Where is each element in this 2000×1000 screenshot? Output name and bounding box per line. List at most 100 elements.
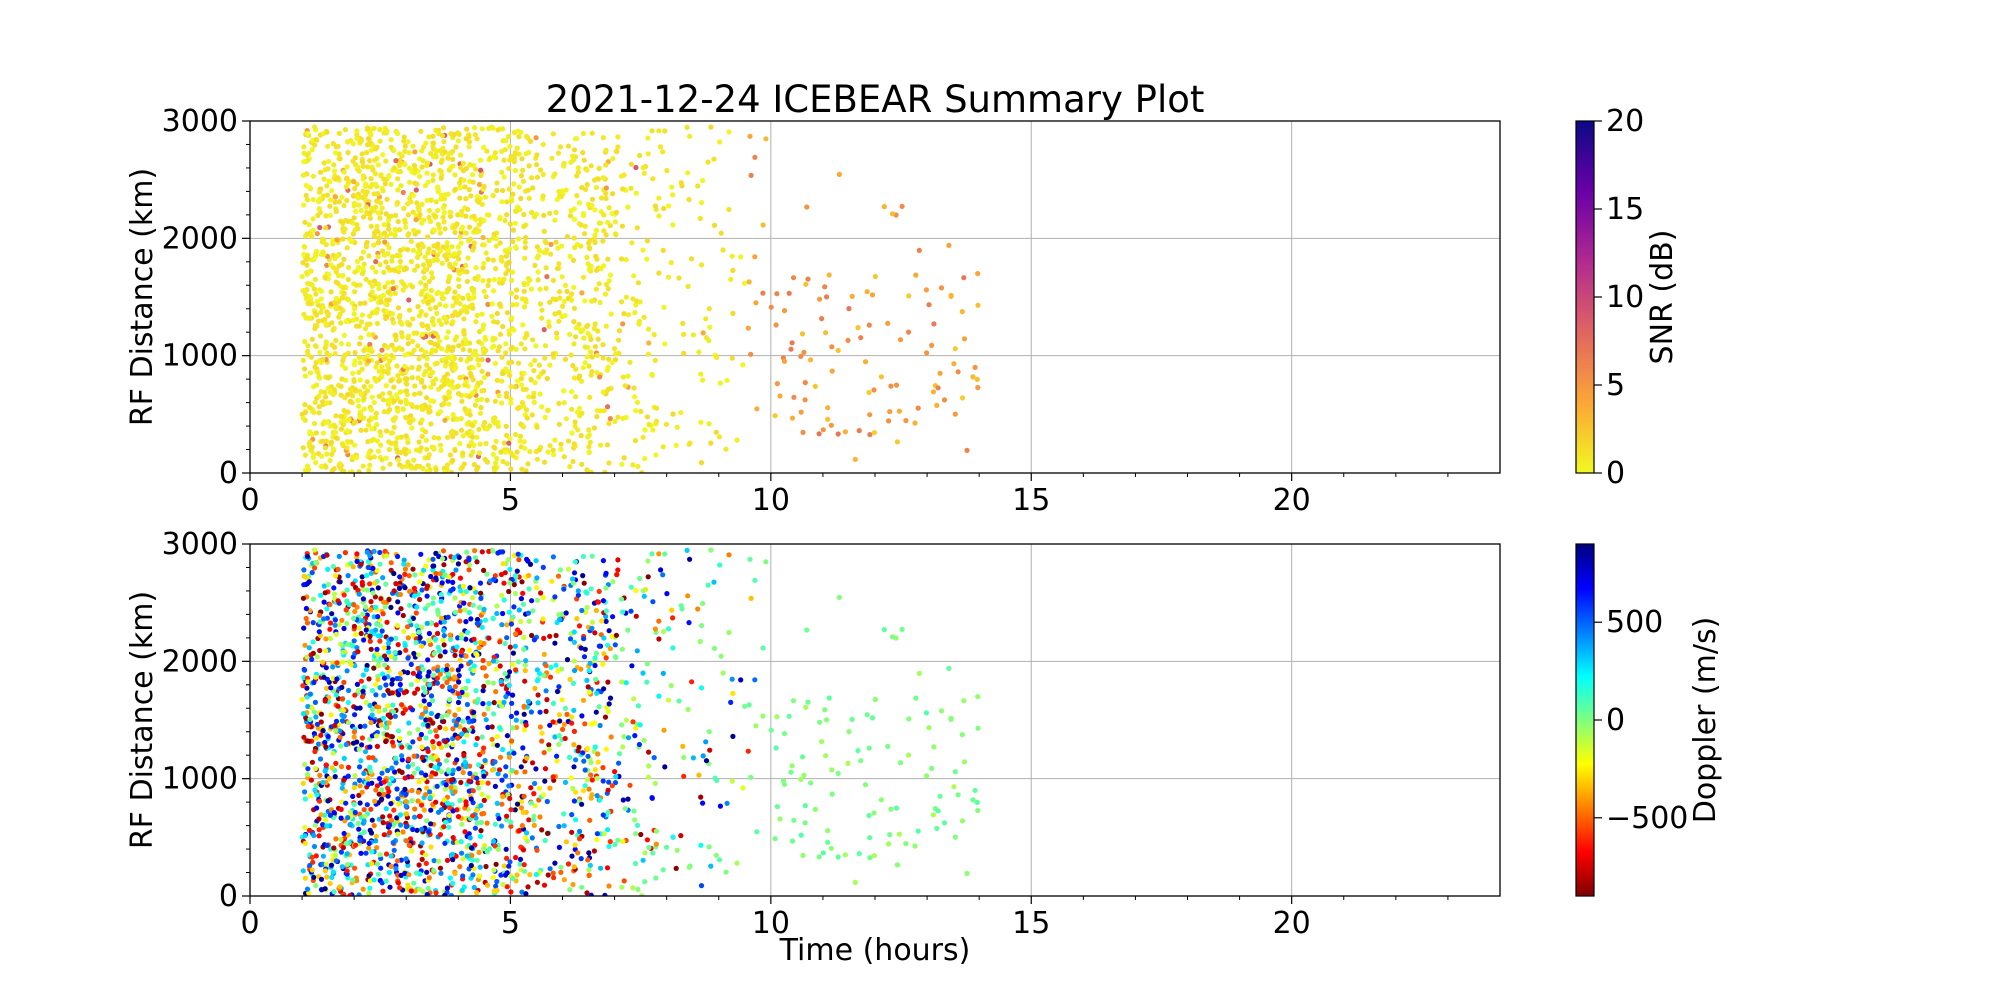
doppler-point (332, 617, 338, 623)
snr-point (408, 259, 414, 265)
doppler-point (467, 835, 473, 841)
snr-point (553, 239, 559, 245)
snr-point (343, 417, 349, 424)
snr-point (526, 394, 532, 400)
snr-point (620, 374, 626, 380)
snr-point (829, 368, 835, 374)
snr-point (371, 125, 377, 131)
doppler-point (467, 659, 474, 665)
doppler-point (423, 860, 429, 867)
snr-point (351, 311, 357, 317)
snr-point (436, 318, 442, 324)
snr-point (388, 137, 394, 143)
snr-point (387, 390, 393, 396)
doppler-point (592, 744, 598, 750)
snr-point (470, 179, 476, 185)
doppler-point (519, 889, 525, 895)
doppler-point (317, 756, 324, 762)
snr-point (431, 321, 437, 328)
snr-point (613, 351, 619, 357)
snr-point (584, 181, 590, 188)
doppler-point (593, 676, 599, 683)
doppler-point (934, 825, 940, 832)
snr-point (455, 312, 461, 318)
snr-point (325, 375, 331, 381)
doppler-point (805, 699, 811, 705)
snr-point (361, 395, 367, 401)
doppler-point (519, 823, 526, 829)
snr-point (311, 286, 318, 292)
snr-point (323, 438, 329, 444)
snr-point (306, 404, 313, 410)
snr-point (885, 320, 891, 326)
doppler-point (379, 880, 385, 886)
snr-point (678, 410, 684, 416)
snr-point (729, 355, 735, 361)
snr-point (592, 344, 599, 350)
snr-point (410, 247, 416, 253)
snr-point (341, 256, 347, 262)
snr-point (630, 296, 636, 302)
doppler-point (402, 775, 408, 781)
snr-point (521, 370, 527, 376)
snr-point (400, 406, 406, 412)
doppler-point (377, 685, 383, 691)
snr-point (597, 299, 603, 306)
snr-x-tick-label: 5 (501, 483, 520, 518)
snr-point (580, 327, 586, 333)
doppler-point (380, 611, 386, 617)
doppler-point (450, 579, 456, 586)
snr-point (490, 257, 496, 263)
doppler-point (374, 783, 380, 789)
snr-point (788, 346, 794, 352)
snr-point (456, 250, 462, 256)
doppler-point (302, 789, 308, 795)
snr-point (555, 245, 561, 251)
doppler-point (400, 612, 406, 619)
doppler-point (346, 687, 352, 694)
snr-point (790, 275, 797, 281)
snr-point (397, 258, 403, 265)
snr-point (359, 366, 365, 372)
doppler-point (345, 641, 351, 648)
doppler-point (333, 858, 339, 864)
snr-point (502, 147, 508, 153)
snr-point (670, 222, 676, 228)
snr-point (592, 239, 598, 246)
snr-point (418, 128, 424, 134)
snr-point (381, 252, 388, 258)
doppler-point (394, 786, 400, 792)
doppler-point (449, 667, 455, 673)
doppler-point (302, 667, 308, 673)
snr-point (465, 255, 471, 261)
snr-point (480, 326, 486, 332)
snr-point (603, 162, 609, 168)
doppler-point (521, 703, 527, 709)
snr-point (433, 152, 439, 158)
doppler-point (483, 863, 489, 870)
doppler-point (437, 724, 443, 731)
doppler-point (438, 598, 444, 604)
snr-point (516, 404, 523, 411)
doppler-point (544, 697, 550, 703)
snr-point (484, 459, 491, 465)
snr-point (518, 173, 525, 179)
snr-point (461, 304, 468, 310)
snr-point (324, 419, 330, 425)
doppler-point (522, 678, 528, 684)
doppler-point (359, 742, 365, 748)
snr-point (580, 130, 587, 137)
doppler-point (358, 561, 364, 567)
doppler-point (491, 700, 497, 706)
snr-point (309, 282, 315, 288)
doppler-point (700, 753, 706, 759)
snr-point (367, 462, 373, 468)
doppler-point (412, 806, 418, 812)
doppler-point (636, 741, 643, 748)
snr-point (356, 264, 362, 270)
doppler-point (610, 579, 616, 585)
doppler-point (593, 709, 599, 715)
snr-point (563, 416, 570, 422)
doppler-point (479, 791, 485, 798)
snr-point (513, 151, 519, 157)
